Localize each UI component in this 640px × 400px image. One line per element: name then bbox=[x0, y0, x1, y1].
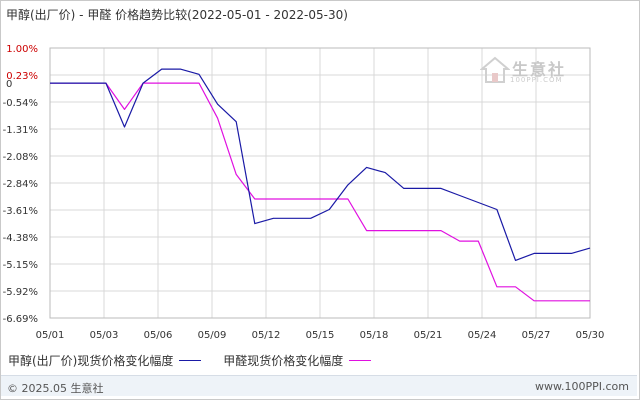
x-tick-label: 05/09 bbox=[198, 330, 227, 341]
watermark-subtext: 100PPI.COM bbox=[510, 76, 563, 84]
chart-legend: 甲醇(出厂价)现货价格变化幅度 甲醛现货价格变化幅度 bbox=[8, 352, 389, 368]
x-tick-label: 05/12 bbox=[252, 330, 281, 341]
x-tick-label: 05/24 bbox=[468, 330, 497, 341]
footer-link[interactable]: www.100PPI.com bbox=[535, 380, 629, 393]
footer-copyright: © 2025.05 生意社 bbox=[7, 382, 104, 395]
y-tick-label: -3.61% bbox=[3, 206, 38, 217]
y-tick-label: -4.38% bbox=[3, 233, 38, 244]
y-tick-label: -5.92% bbox=[3, 287, 38, 298]
legend-swatch-series2 bbox=[349, 360, 372, 361]
legend-label-series1: 甲醇(出厂价)现货价格变化幅度 bbox=[8, 354, 174, 368]
y-tick-label: 1.00% bbox=[6, 44, 38, 55]
legend-swatch-series1 bbox=[179, 360, 202, 361]
x-tick-label: 05/21 bbox=[414, 330, 443, 341]
x-tick-label: 05/03 bbox=[90, 330, 119, 341]
house-icon bbox=[479, 56, 511, 83]
x-tick-label: 05/06 bbox=[144, 330, 173, 341]
y-tick-label: -0.54% bbox=[3, 98, 38, 109]
y-tick-label: 0.23% bbox=[6, 71, 38, 82]
x-tick-label: 05/01 bbox=[36, 330, 65, 341]
footer-bar: © 2025.05 生意社 www.100PPI.com bbox=[1, 375, 637, 396]
y-tick-label: -6.69% bbox=[3, 314, 38, 325]
chart-title: 甲醇(出厂价) - 甲醛 价格趋势比较(2022-05-01 - 2022-05… bbox=[6, 8, 348, 22]
y-tick-label: -1.31% bbox=[3, 125, 38, 136]
watermark-text: 生意社 bbox=[512, 60, 567, 79]
y-tick-label: -2.84% bbox=[3, 179, 38, 190]
x-tick-label: 05/18 bbox=[360, 330, 389, 341]
x-tick-label: 05/27 bbox=[522, 330, 551, 341]
watermark-logo: 生意社 100PPI.COM bbox=[479, 56, 576, 86]
zero-label: 0 bbox=[6, 79, 12, 90]
series-line-1 bbox=[50, 68, 591, 261]
legend-item-series2: 甲醛现货价格变化幅度 bbox=[223, 352, 372, 369]
y-tick-label: -5.15% bbox=[3, 260, 38, 271]
series-line-2 bbox=[50, 82, 590, 302]
x-tick-label: 05/15 bbox=[306, 330, 335, 341]
plot-border bbox=[49, 47, 591, 319]
legend-label-series2: 甲醛现货价格变化幅度 bbox=[223, 354, 344, 368]
x-tick-label: 05/30 bbox=[576, 330, 605, 341]
legend-item-series1: 甲醇(出厂价)现货价格变化幅度 bbox=[8, 352, 202, 369]
y-tick-label: -2.08% bbox=[3, 152, 38, 163]
